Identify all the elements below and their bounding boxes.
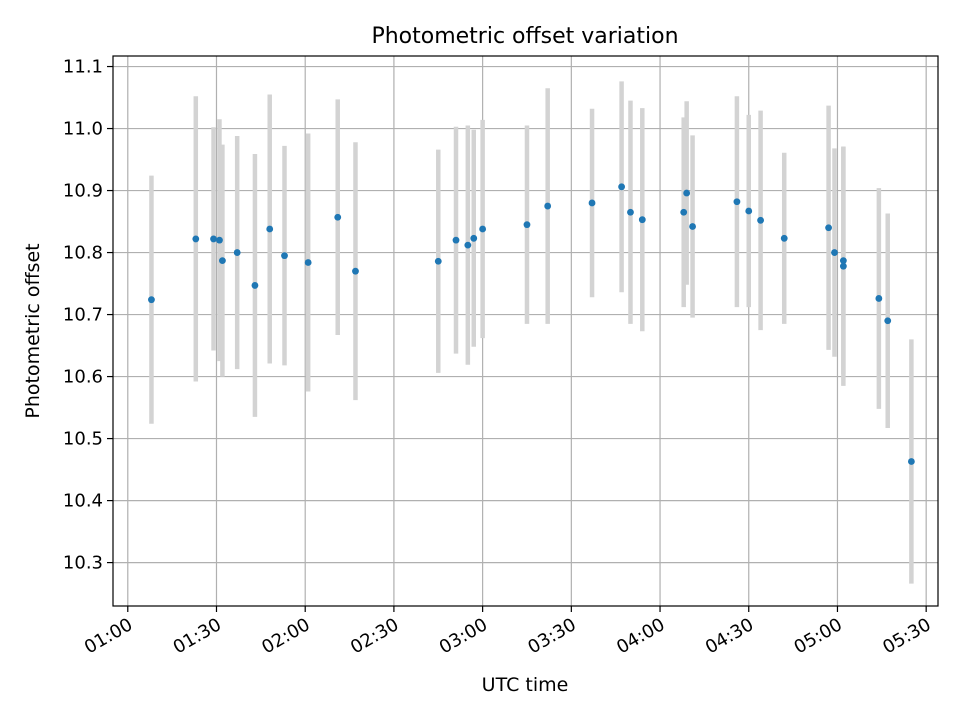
x-tick-label: 01:30	[170, 614, 225, 658]
data-point	[281, 252, 288, 260]
data-point	[627, 208, 634, 216]
data-point	[884, 317, 892, 325]
x-tick-label: 04:00	[613, 614, 668, 658]
data-point	[452, 236, 460, 244]
y-tick-label: 10.9	[63, 181, 103, 202]
data-point	[304, 259, 312, 266]
y-tick-label: 10.3	[63, 553, 103, 574]
x-axis-label: UTC time	[482, 674, 569, 696]
data-point	[780, 234, 788, 242]
data-point	[683, 189, 691, 197]
x-tick-label: 02:30	[347, 614, 402, 658]
data-point	[907, 458, 915, 465]
x-tick-label: 02:00	[258, 614, 313, 658]
data-point	[219, 257, 226, 265]
x-tick-label: 04:30	[702, 614, 757, 658]
x-tick-label: 03:30	[524, 614, 579, 658]
y-axis: 10.3 10.4 10.5 10.6 10.7 10.8 10.9 11.0 11.1	[63, 57, 113, 574]
y-tick-label: 11.1	[63, 57, 103, 78]
y-tick-label: 10.7	[63, 305, 103, 326]
data-point	[464, 241, 472, 249]
data-point	[148, 296, 155, 304]
y-tick-label: 10.8	[63, 243, 103, 264]
data-point	[479, 225, 487, 233]
x-axis: 01:00 01:30 02:00 02:30 03:00 03:30 04:00 04:30…	[81, 606, 935, 658]
data-point	[434, 257, 442, 265]
y-tick-label: 10.6	[63, 367, 103, 388]
data-point	[266, 225, 274, 233]
data-point	[544, 202, 552, 210]
data-point	[251, 282, 259, 289]
data-point	[745, 207, 753, 215]
data-point	[831, 249, 838, 256]
data-point	[588, 199, 596, 207]
data-point	[875, 295, 883, 302]
data-point	[352, 267, 359, 275]
data-point	[757, 216, 764, 224]
y-tick-label: 11.0	[63, 119, 103, 140]
data-point	[638, 216, 646, 224]
y-axis-label: Photometric offset	[22, 243, 44, 418]
data-point	[733, 198, 741, 206]
plot-frame	[112, 55, 939, 607]
y-tick-label: 10.5	[63, 429, 103, 450]
x-tick-label: 01:00	[81, 614, 136, 658]
data-point	[233, 249, 241, 256]
data-point	[470, 234, 478, 242]
chart-title: Photometric offset variation	[371, 24, 678, 49]
error-bars	[149, 81, 914, 584]
data-point	[689, 223, 696, 230]
data-point	[216, 236, 223, 244]
data-point	[192, 235, 200, 243]
y-tick-label: 10.4	[63, 491, 103, 512]
data-point	[210, 235, 217, 243]
data-point	[839, 257, 847, 265]
data-point	[839, 262, 847, 270]
data-points	[148, 183, 915, 465]
x-tick-label: 03:00	[436, 614, 491, 658]
data-point	[825, 224, 832, 232]
x-tick-label: 05:30	[879, 614, 934, 658]
data-point	[618, 183, 626, 191]
data-point	[334, 213, 342, 221]
x-tick-label: 05:00	[791, 614, 846, 658]
data-point	[680, 208, 688, 216]
data-point	[523, 221, 531, 229]
